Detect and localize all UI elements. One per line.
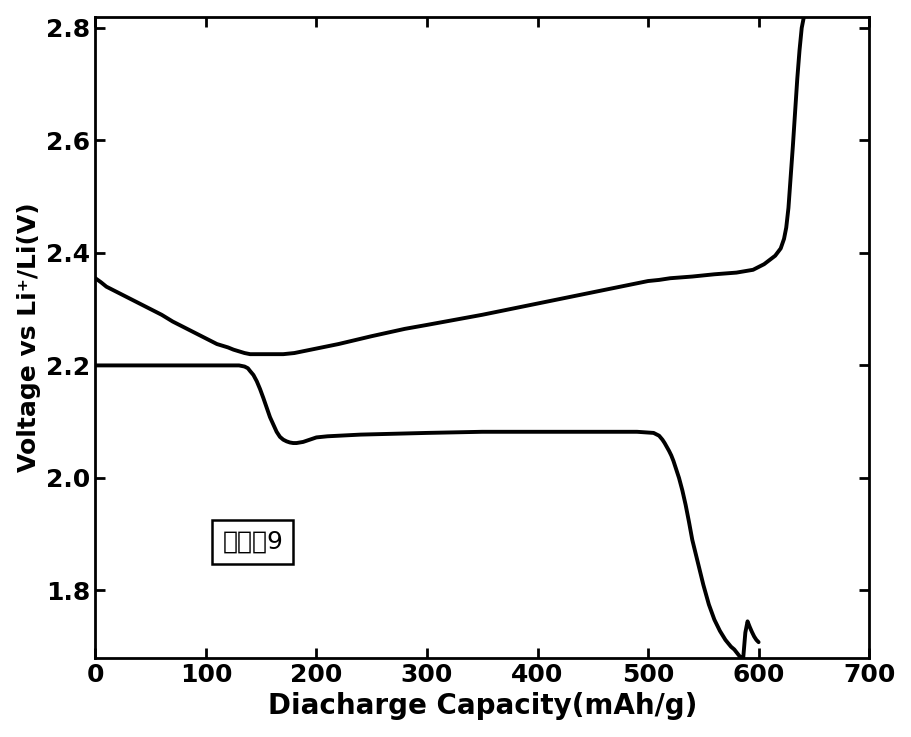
X-axis label: Diacharge Capacity(mAh/g): Diacharge Capacity(mAh/g) <box>267 692 696 720</box>
Text: 实施例9: 实施例9 <box>222 530 283 553</box>
Y-axis label: Voltage vs Li⁺/Li(V): Voltage vs Li⁺/Li(V) <box>16 203 41 472</box>
